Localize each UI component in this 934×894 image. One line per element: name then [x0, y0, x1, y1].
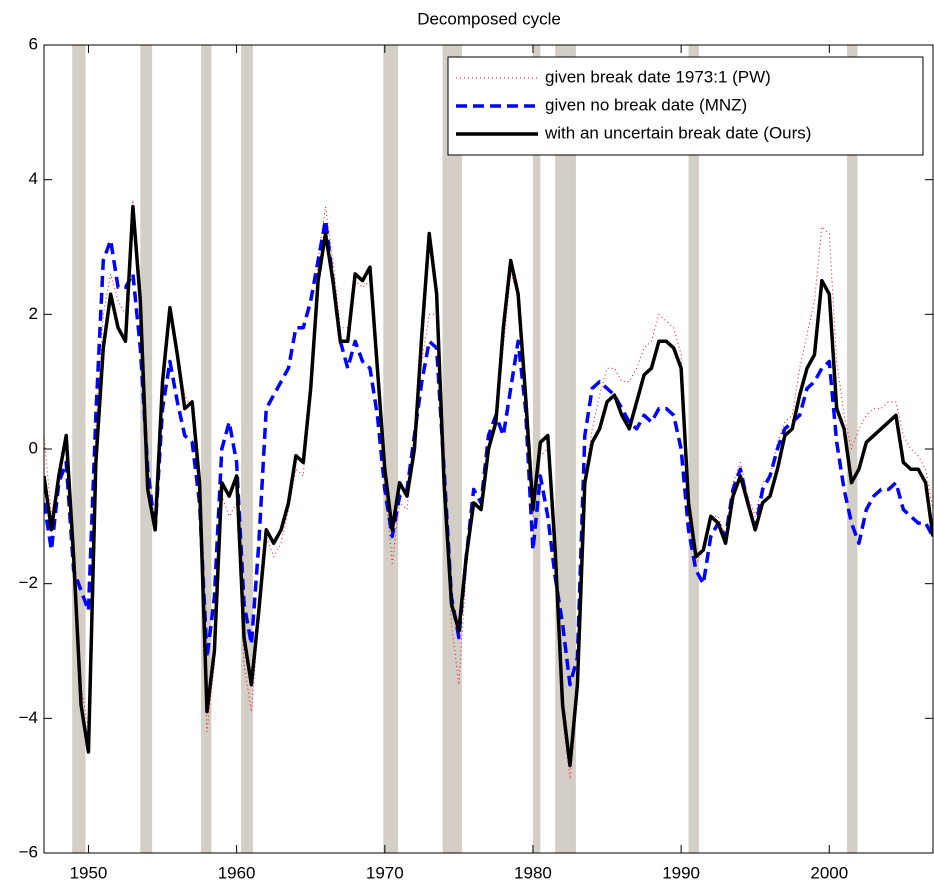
lines [44, 199, 933, 780]
series-line [44, 199, 933, 780]
recession-band [847, 45, 858, 853]
recession-band [241, 45, 253, 853]
series-line [44, 204, 933, 768]
x-tick-label: 1990 [662, 863, 700, 882]
chart-title: Decomposed cycle [417, 9, 561, 28]
x-tick-label: 1980 [514, 863, 552, 882]
y-tick-label: 4 [29, 169, 38, 188]
legend: given break date 1973:1 (PW) given no bre… [447, 56, 924, 156]
recession-band [532, 45, 541, 853]
series-line [44, 218, 933, 687]
y-tick-label: 6 [29, 34, 38, 53]
axes: 1950 1960 1970 1980 1990 2000 −6 −4 −2 0 2 4 6 [19, 34, 934, 882]
shading [72, 45, 858, 853]
y-tick-label: 0 [29, 438, 38, 457]
recession-band [383, 45, 399, 853]
y-tick-label: −4 [19, 708, 38, 727]
y-tick-label: −2 [19, 573, 38, 592]
y-tick-label: 2 [29, 304, 38, 323]
legend-label: given break date 1973:1 (PW) [545, 67, 771, 86]
y-tick-label: −6 [19, 842, 38, 861]
recession-band [688, 45, 699, 853]
recession-band [72, 45, 86, 853]
recession-band [201, 45, 212, 853]
x-tick-label: 1950 [70, 863, 108, 882]
x-tick-label: 1960 [218, 863, 256, 882]
recession-band [442, 45, 462, 853]
legend-label: with an uncertain break date (Ours) [544, 123, 811, 142]
legend-label: given no break date (MNZ) [545, 95, 747, 114]
x-tick-label: 2000 [810, 863, 848, 882]
x-tick-label: 1970 [366, 863, 404, 882]
